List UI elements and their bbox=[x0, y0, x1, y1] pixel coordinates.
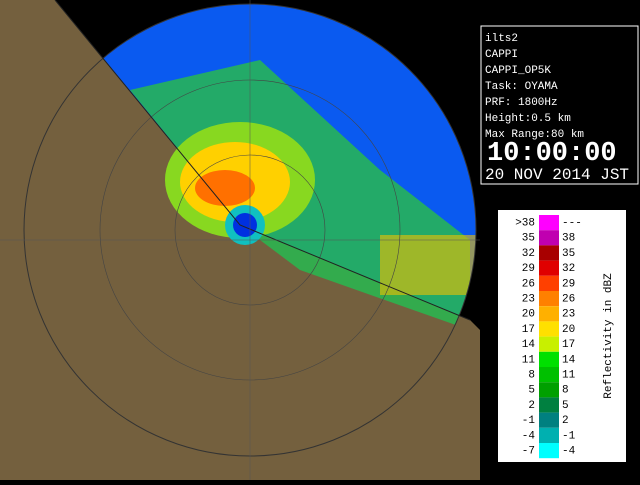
legend-box bbox=[498, 210, 626, 462]
legend-swatch bbox=[539, 306, 559, 322]
legend-low: 5 bbox=[528, 385, 535, 397]
legend-high: 17 bbox=[562, 339, 575, 351]
coastline bbox=[54, 0, 471, 321]
legend-high: 29 bbox=[562, 278, 575, 290]
legend-high: 26 bbox=[562, 294, 575, 306]
legend-high: 23 bbox=[562, 309, 575, 321]
legend-low: 35 bbox=[522, 233, 535, 245]
info-line: Max Range:80 km bbox=[485, 129, 584, 141]
legend-low: -7 bbox=[522, 446, 535, 458]
legend-low: 23 bbox=[522, 294, 535, 306]
legend-low: -4 bbox=[522, 430, 536, 442]
legend-low: 20 bbox=[522, 309, 535, 321]
legend-swatch bbox=[539, 260, 559, 276]
info-lines: ilts2 CAPPI CAPPI_OP5K Task: OYAMA PRF: 1800… bbox=[485, 33, 584, 141]
legend-high: 2 bbox=[562, 415, 569, 427]
legend-high: 14 bbox=[562, 354, 576, 366]
legend-high: -1 bbox=[562, 430, 576, 442]
legend-title: Reflectivity in dBZ bbox=[603, 273, 615, 399]
legend-swatch bbox=[539, 245, 559, 261]
legend-swatch bbox=[539, 336, 559, 352]
legend-low: 17 bbox=[522, 324, 535, 336]
legend-low: 14 bbox=[522, 339, 536, 351]
info-line: CAPPI_OP5K bbox=[485, 65, 551, 77]
legend-low: 26 bbox=[522, 278, 535, 290]
legend-swatch bbox=[539, 230, 559, 246]
legend-high: 8 bbox=[562, 385, 569, 397]
legend-swatch bbox=[539, 412, 559, 428]
legend-high: 5 bbox=[562, 400, 569, 412]
legend-swatch bbox=[539, 275, 559, 291]
legend-low: 8 bbox=[528, 370, 535, 382]
legend-swatch bbox=[539, 351, 559, 367]
info-line: CAPPI bbox=[485, 49, 518, 61]
info-line: Height:0.5 km bbox=[485, 113, 571, 125]
legend-high: -4 bbox=[562, 446, 576, 458]
legend-high: --- bbox=[562, 218, 582, 230]
legend-low: 11 bbox=[522, 354, 536, 366]
legend-high: 20 bbox=[562, 324, 575, 336]
legend-rows: >38 --- 35 38 32 35 29 32 26 29 23 26 20 23 17 20 14 17 11… bbox=[515, 215, 582, 459]
radar-echo bbox=[55, 4, 476, 330]
info-line: PRF: 1800Hz bbox=[485, 97, 558, 109]
legend-swatch bbox=[539, 397, 559, 413]
legend-swatch bbox=[539, 291, 559, 307]
legend-swatch bbox=[539, 443, 559, 459]
radar-map bbox=[0, 0, 480, 480]
info-line: ilts2 bbox=[485, 33, 518, 45]
legend-swatch bbox=[539, 321, 559, 337]
echo-band bbox=[380, 235, 476, 295]
legend-low: 29 bbox=[522, 263, 535, 275]
legend-high: 38 bbox=[562, 233, 575, 245]
echo-center bbox=[233, 213, 257, 237]
legend-swatch bbox=[539, 215, 559, 231]
legend-high: 32 bbox=[562, 263, 575, 275]
legend-high: 11 bbox=[562, 370, 576, 382]
time: 10:00:00 bbox=[487, 139, 617, 169]
legend-high: 35 bbox=[562, 248, 575, 260]
legend-low: 32 bbox=[522, 248, 535, 260]
echo-orange bbox=[195, 170, 255, 206]
date: 20 NOV 2014 JST bbox=[485, 166, 629, 184]
legend-swatch bbox=[539, 382, 559, 398]
info-panel bbox=[480, 25, 639, 185]
legend-swatch bbox=[539, 427, 559, 443]
legend-low: 2 bbox=[528, 400, 535, 412]
info-line: Task: OYAMA bbox=[485, 81, 558, 93]
legend-low: -1 bbox=[522, 415, 536, 427]
legend-low: >38 bbox=[515, 218, 535, 230]
legend-swatch bbox=[539, 367, 559, 383]
